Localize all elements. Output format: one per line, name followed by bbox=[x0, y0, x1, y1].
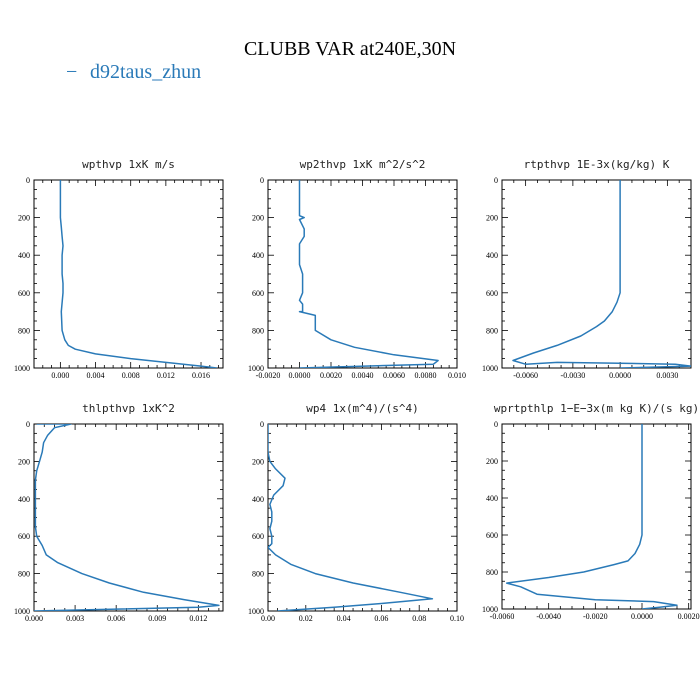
y-tick-label: 0 bbox=[494, 420, 498, 429]
y-tick-label: 1000 bbox=[248, 607, 264, 616]
y-tick-label: 400 bbox=[18, 495, 30, 504]
x-tick-label: 0.003 bbox=[66, 614, 84, 623]
series-line bbox=[268, 424, 434, 611]
legend-marker: − bbox=[66, 61, 77, 83]
figure-title: CLUBB VAR at240E,30N bbox=[244, 38, 456, 60]
x-tick-label: 0.10 bbox=[450, 614, 464, 623]
y-tick-label: 200 bbox=[486, 457, 498, 466]
x-tick-label: 0.0000 bbox=[289, 371, 311, 380]
series-line bbox=[505, 424, 678, 609]
series-line bbox=[512, 180, 691, 368]
y-tick-label: 800 bbox=[486, 326, 498, 335]
panel-title: wp2thvp 1xK m^2/s^2 bbox=[300, 158, 426, 171]
y-tick-label: 200 bbox=[252, 214, 264, 223]
plot-frame bbox=[33, 423, 224, 612]
y-tick-label: 0 bbox=[26, 176, 30, 185]
y-tick-label: 0 bbox=[26, 420, 30, 429]
x-tick-label: 0.0060 bbox=[383, 371, 405, 380]
panel-6: wprtpthlp 1−E−3x(m kg K)/(s kg) 0 200 400 60… bbox=[482, 402, 700, 621]
y-tick-label: 400 bbox=[252, 495, 264, 504]
y-tick-label: 800 bbox=[252, 570, 264, 579]
y-tick-label: 800 bbox=[18, 570, 30, 579]
x-tick-label: 0.012 bbox=[157, 371, 175, 380]
x-tick-label: -0.0020 bbox=[256, 371, 281, 380]
panel-1: wpthvp 1xK m/s 0 200 400 600 800 1000 0.000 0.00… bbox=[14, 158, 224, 380]
y-tick-label: 200 bbox=[18, 457, 30, 466]
plot-frame bbox=[267, 423, 458, 612]
legend: − d92taus_zhun bbox=[66, 61, 201, 83]
y-tick-label: 600 bbox=[486, 289, 498, 298]
y-tick-label: 0 bbox=[260, 420, 264, 429]
x-tick-label: 0.06 bbox=[374, 614, 388, 623]
y-tick-label: 0 bbox=[260, 176, 264, 185]
y-tick-label: 1000 bbox=[482, 364, 498, 373]
x-tick-label: -0.0020 bbox=[583, 612, 608, 621]
y-tick-label: 600 bbox=[18, 532, 30, 541]
panel-2: wp2thvp 1xK m^2/s^2 0 200 400 600 800 1000-0.0… bbox=[248, 158, 466, 380]
series-line bbox=[298, 180, 439, 368]
x-tick-label: 0.0080 bbox=[415, 371, 437, 380]
x-tick-label: -0.0040 bbox=[536, 612, 561, 621]
x-tick-label: 0.008 bbox=[122, 371, 140, 380]
y-tick-label: 400 bbox=[18, 251, 30, 260]
x-tick-label: 0.016 bbox=[192, 371, 210, 380]
x-tick-label: 0.004 bbox=[87, 371, 105, 380]
y-tick-label: 1000 bbox=[482, 605, 498, 614]
x-tick-label: 0.02 bbox=[299, 614, 313, 623]
x-tick-label: 0.08 bbox=[412, 614, 426, 623]
panel-3: rtpthvp 1E-3x(kg/kg) K 0 200 400 600 800 1000 -… bbox=[482, 158, 692, 380]
y-tick-label: 200 bbox=[486, 214, 498, 223]
y-tick-label: 400 bbox=[486, 251, 498, 260]
y-tick-label: 200 bbox=[252, 457, 264, 466]
y-tick-label: 800 bbox=[252, 326, 264, 335]
x-tick-label: 0.0030 bbox=[656, 371, 678, 380]
x-tick-label: 0.0020 bbox=[320, 371, 342, 380]
panel-title: wpthvp 1xK m/s bbox=[82, 158, 175, 171]
x-tick-label: -0.0030 bbox=[561, 371, 586, 380]
y-tick-label: 600 bbox=[252, 532, 264, 541]
plot-frame bbox=[267, 179, 458, 369]
x-tick-label: 0.0000 bbox=[631, 612, 653, 621]
y-tick-label: 400 bbox=[252, 251, 264, 260]
series-line bbox=[34, 424, 220, 611]
y-tick-label: 600 bbox=[486, 531, 498, 540]
panel-title: rtpthvp 1E-3x(kg/kg) K bbox=[524, 158, 670, 171]
plot-frame bbox=[501, 179, 692, 369]
y-tick-label: 1000 bbox=[14, 607, 30, 616]
y-tick-label: 600 bbox=[18, 289, 30, 298]
x-tick-label: -0.0060 bbox=[490, 612, 515, 621]
legend-label: d92taus_zhun bbox=[90, 61, 201, 83]
x-tick-label: 0.0040 bbox=[352, 371, 374, 380]
y-tick-label: 1000 bbox=[14, 364, 30, 373]
y-tick-label: 200 bbox=[18, 214, 30, 223]
y-tick-label: 800 bbox=[486, 568, 498, 577]
panel-title: wp4 1x(m^4)/(s^4) bbox=[306, 402, 419, 415]
series-line bbox=[59, 180, 217, 368]
y-tick-label: 0 bbox=[494, 176, 498, 185]
x-tick-label: 0.0020 bbox=[678, 612, 700, 621]
x-tick-label: -0.0060 bbox=[513, 371, 538, 380]
x-tick-label: 0.04 bbox=[337, 614, 351, 623]
x-tick-label: 0.006 bbox=[107, 614, 125, 623]
x-tick-label: 0.00 bbox=[261, 614, 275, 623]
x-tick-label: 0.000 bbox=[51, 371, 69, 380]
x-tick-label: 0.010 bbox=[448, 371, 466, 380]
plot-frame bbox=[501, 423, 692, 610]
y-tick-label: 400 bbox=[486, 494, 498, 503]
panel-title: thlpthvp 1xK^2 bbox=[82, 402, 175, 415]
panel-title: wprtpthlp 1−E−3x(m kg K)/(s kg) bbox=[494, 402, 699, 415]
y-tick-label: 600 bbox=[252, 289, 264, 298]
x-tick-label: 0.012 bbox=[189, 614, 207, 623]
y-tick-label: 800 bbox=[18, 326, 30, 335]
x-tick-label: 0.009 bbox=[148, 614, 166, 623]
y-tick-label: 1000 bbox=[248, 364, 264, 373]
x-tick-label: 0.0000 bbox=[609, 371, 631, 380]
x-tick-label: 0.000 bbox=[25, 614, 43, 623]
